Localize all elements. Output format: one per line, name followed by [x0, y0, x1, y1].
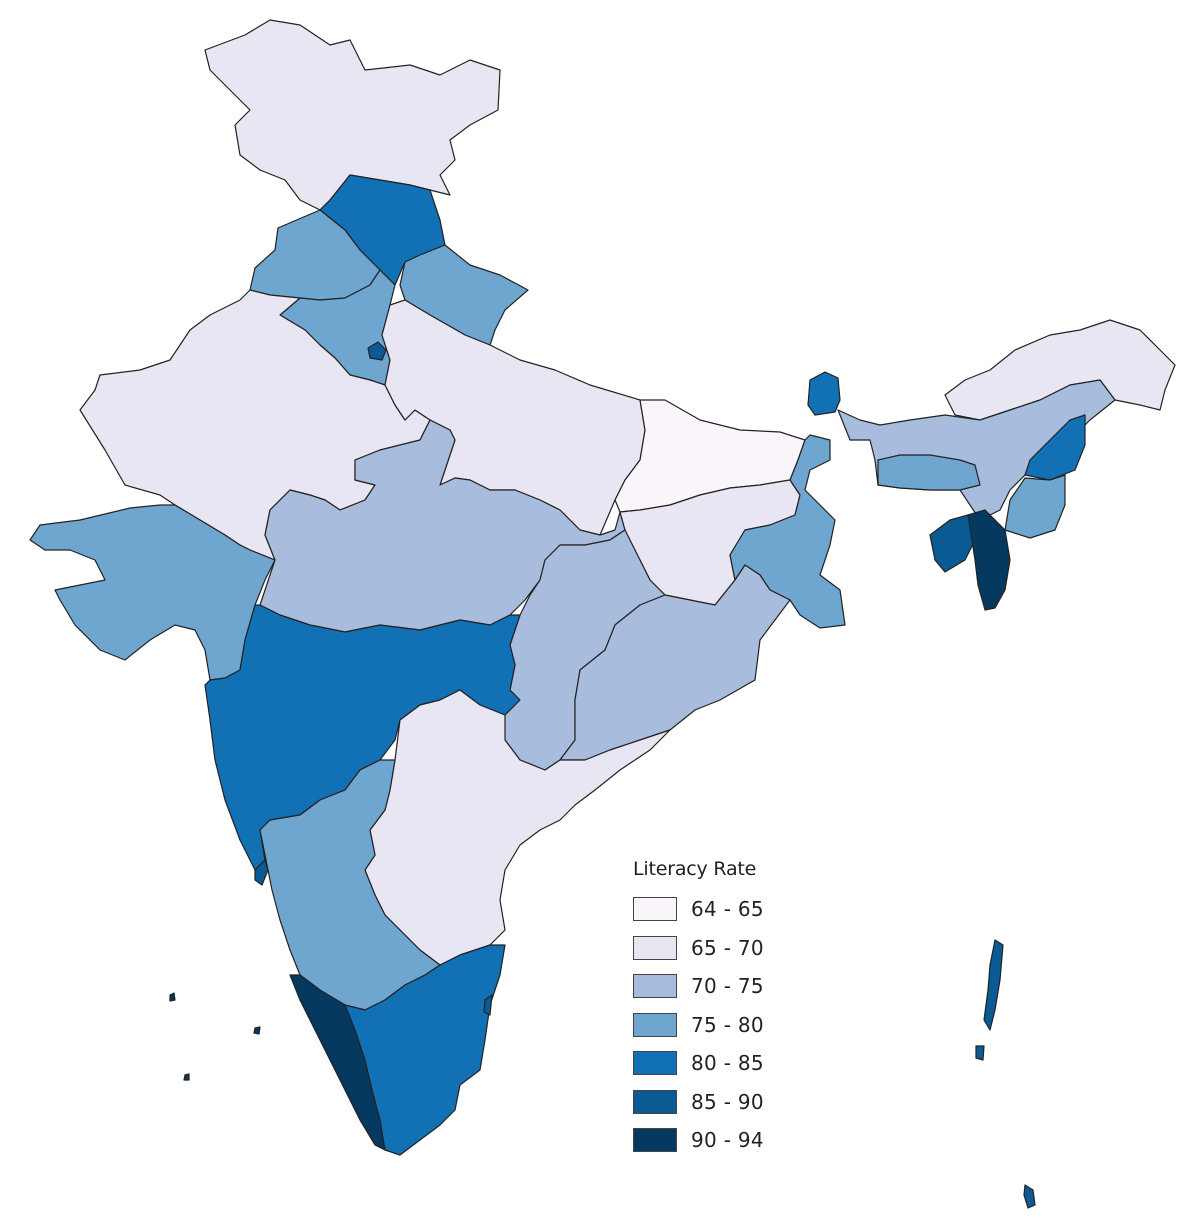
legend-swatch [633, 1051, 677, 1076]
legend-items: 64 - 65 65 - 70 70 - 75 75 - 80 80 - 85 85 - … [633, 890, 823, 1160]
legend-swatch [633, 935, 677, 960]
region-lakshadweep [169, 992, 176, 1002]
region-tamil-nadu [344, 944, 506, 1156]
region-puducherry [483, 994, 493, 1016]
legend-item: 80 - 85 [633, 1044, 823, 1083]
region-andaman-nicobar [983, 939, 1004, 1031]
legend-label: 75 - 80 [691, 1012, 764, 1037]
legend-label: 85 - 90 [691, 1089, 764, 1114]
legend-label: 65 - 70 [691, 935, 764, 960]
legend-item: 90 - 94 [633, 1121, 823, 1160]
region-jammu-kashmir-ladakh [204, 19, 501, 211]
map-legend: Literacy Rate 64 - 65 65 - 70 70 - 75 75 - … [633, 858, 823, 1160]
region-tripura [929, 514, 976, 573]
region-andaman-nicobar [975, 1045, 985, 1061]
region-west-bengal [729, 434, 846, 629]
region-andaman-nicobar [1023, 1184, 1036, 1209]
legend-label: 64 - 65 [691, 897, 764, 922]
legend-label: 70 - 75 [691, 974, 764, 999]
legend-item: 65 - 70 [633, 929, 823, 968]
legend-item: 75 - 80 [633, 1006, 823, 1045]
region-lakshadweep [253, 1026, 261, 1035]
legend-item: 85 - 90 [633, 1083, 823, 1122]
legend-item: 64 - 65 [633, 890, 823, 929]
legend-swatch [633, 1012, 677, 1037]
legend-swatch [633, 897, 677, 922]
legend-label: 90 - 94 [691, 1128, 764, 1153]
legend-label: 80 - 85 [691, 1051, 764, 1076]
legend-swatch [633, 1089, 677, 1114]
region-manipur [1004, 474, 1066, 539]
region-odisha [559, 564, 791, 761]
region-gujarat [29, 504, 276, 681]
region-sikkim [807, 371, 841, 416]
legend-swatch [633, 1128, 677, 1153]
region-lakshadweep [183, 1073, 190, 1081]
region-mizoram [967, 509, 1011, 611]
region-delhi [367, 341, 387, 361]
legend-swatch [633, 974, 677, 999]
legend-title: Literacy Rate [633, 858, 757, 880]
legend-item: 70 - 75 [633, 967, 823, 1006]
region-meghalaya [877, 454, 981, 491]
region-karnataka [259, 759, 441, 1011]
region-goa [254, 859, 269, 886]
